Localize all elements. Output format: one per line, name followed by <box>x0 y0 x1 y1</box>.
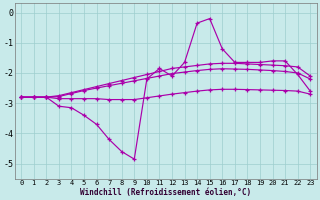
X-axis label: Windchill (Refroidissement éolien,°C): Windchill (Refroidissement éolien,°C) <box>80 188 251 197</box>
